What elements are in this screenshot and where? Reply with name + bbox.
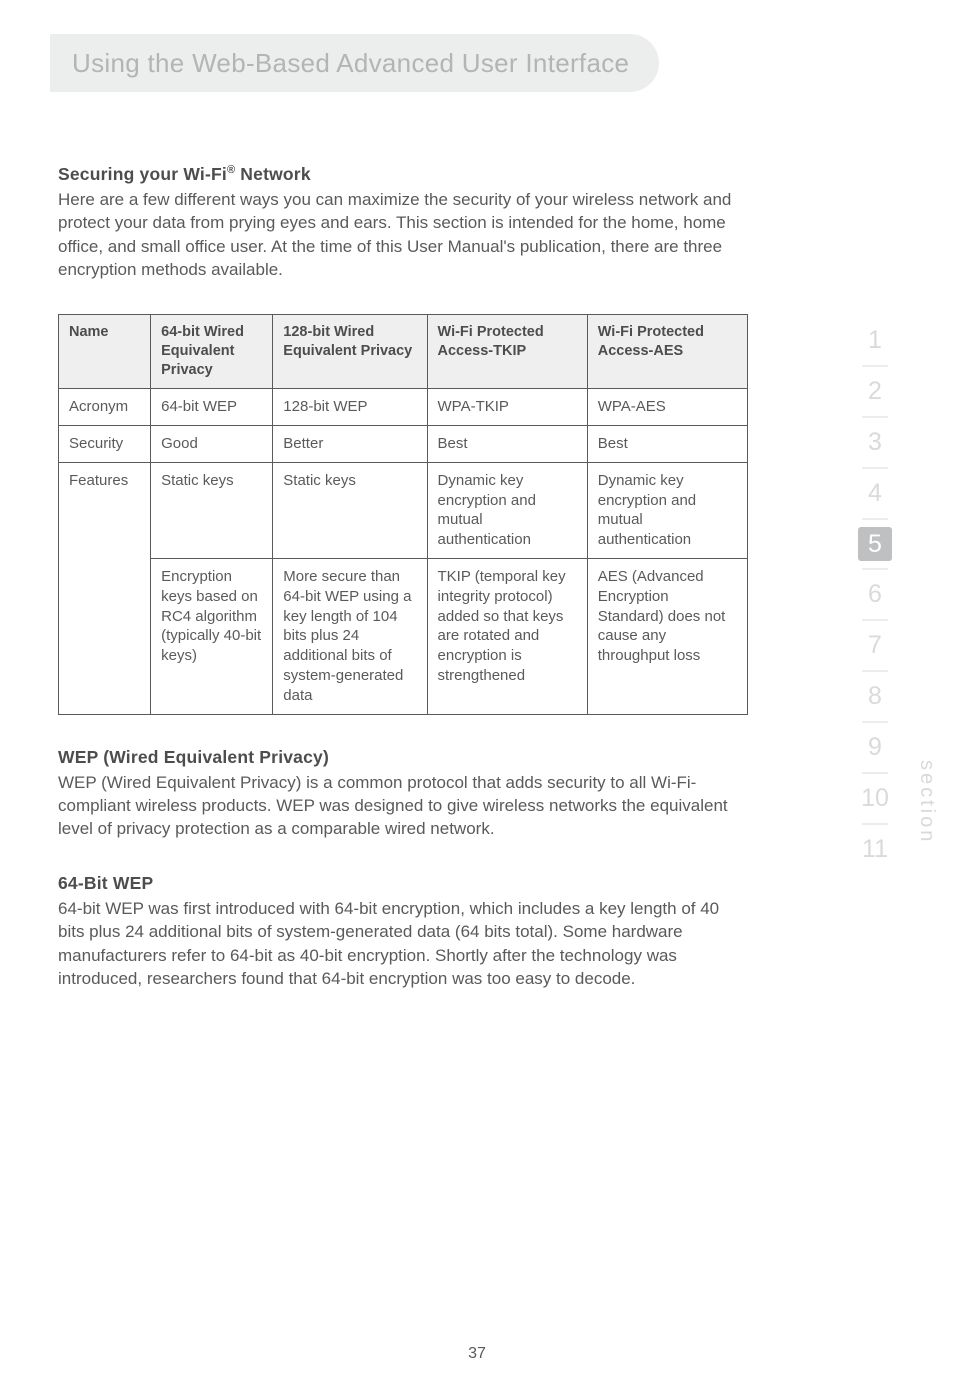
cell: Best	[587, 425, 747, 462]
th-128: 128-bit Wired Equivalent Privacy	[273, 314, 427, 388]
cell: 128-bit WEP	[273, 389, 427, 426]
cell: 64-bit WEP	[151, 389, 273, 426]
cell: Good	[151, 425, 273, 462]
bit64-body: 64-bit WEP was first introduced with 64-…	[58, 897, 748, 991]
table-row: Features Static keys Static keys Dynamic…	[59, 462, 748, 558]
side-num-9: 9	[858, 723, 892, 772]
main-content: Securing your Wi-Fi® Network Here are a …	[58, 164, 748, 991]
th-name: Name	[59, 314, 151, 388]
cell: Security	[59, 425, 151, 462]
page-title-chip: Using the Web-Based Advanced User Interf…	[50, 34, 659, 92]
intro-heading-prefix: Securing your Wi-Fi	[58, 164, 227, 184]
side-num-2: 2	[858, 367, 892, 416]
intro-heading: Securing your Wi-Fi® Network	[58, 164, 748, 185]
side-num-4: 4	[858, 469, 892, 518]
cell: TKIP (temporal key integrity protocol) a…	[427, 558, 587, 714]
wep-body: WEP (Wired Equivalent Privacy) is a comm…	[58, 771, 748, 841]
side-num-5-active: 5	[858, 527, 892, 561]
side-num-8: 8	[858, 672, 892, 721]
side-num-10: 10	[858, 774, 892, 823]
table-row: Acronym 64-bit WEP 128-bit WEP WPA-TKIP …	[59, 389, 748, 426]
cell: Features	[59, 462, 151, 714]
side-num-6: 6	[858, 570, 892, 619]
cell: Static keys	[273, 462, 427, 558]
cell: AES (Advanced Encryption Standard) does …	[587, 558, 747, 714]
intro-heading-suffix: Network	[235, 164, 311, 184]
side-sep	[862, 518, 888, 520]
bit64-block: 64-Bit WEP 64-bit WEP was first introduc…	[58, 873, 748, 991]
intro-body: Here are a few different ways you can ma…	[58, 188, 748, 282]
page-number: 37	[468, 1345, 486, 1362]
registered-mark: ®	[227, 164, 235, 176]
cell: More secure than 64-bit WEP using a key …	[273, 558, 427, 714]
section-label: section	[915, 760, 938, 844]
page-footer: 37	[0, 1345, 954, 1363]
page-title: Using the Web-Based Advanced User Interf…	[72, 48, 629, 79]
table-row: Encryption keys based on RC4 algorithm (…	[59, 558, 748, 714]
wep-heading: WEP (Wired Equivalent Privacy)	[58, 747, 748, 768]
cell: WPA-TKIP	[427, 389, 587, 426]
th-aes: Wi-Fi Protected Access-AES	[587, 314, 747, 388]
cell: Better	[273, 425, 427, 462]
th-tkip: Wi-Fi Protected Access-TKIP	[427, 314, 587, 388]
cell: Static keys	[151, 462, 273, 558]
table-header-row: Name 64-bit Wired Equivalent Privacy 128…	[59, 314, 748, 388]
cell: Dynamic key encryption and mutual authen…	[587, 462, 747, 558]
cell: Best	[427, 425, 587, 462]
cell: Acronym	[59, 389, 151, 426]
wep-block: WEP (Wired Equivalent Privacy) WEP (Wire…	[58, 747, 748, 841]
encryption-table: Name 64-bit Wired Equivalent Privacy 128…	[58, 314, 748, 715]
cell: WPA-AES	[587, 389, 747, 426]
bit64-heading: 64-Bit WEP	[58, 873, 748, 894]
table-row: Security Good Better Best Best	[59, 425, 748, 462]
cell: Dynamic key encryption and mutual authen…	[427, 462, 587, 558]
side-num-7: 7	[858, 621, 892, 670]
cell: Encryption keys based on RC4 algorithm (…	[151, 558, 273, 714]
th-64: 64-bit Wired Equivalent Privacy	[151, 314, 273, 388]
side-num-3: 3	[858, 418, 892, 467]
intro-block: Securing your Wi-Fi® Network Here are a …	[58, 164, 748, 282]
header-chip: Using the Web-Based Advanced User Interf…	[50, 34, 954, 92]
side-num-1: 1	[858, 316, 892, 365]
side-num-11: 11	[858, 825, 892, 874]
section-sidebar: section 1 2 3 4 5 6 7 8 9 10 11	[848, 316, 902, 874]
